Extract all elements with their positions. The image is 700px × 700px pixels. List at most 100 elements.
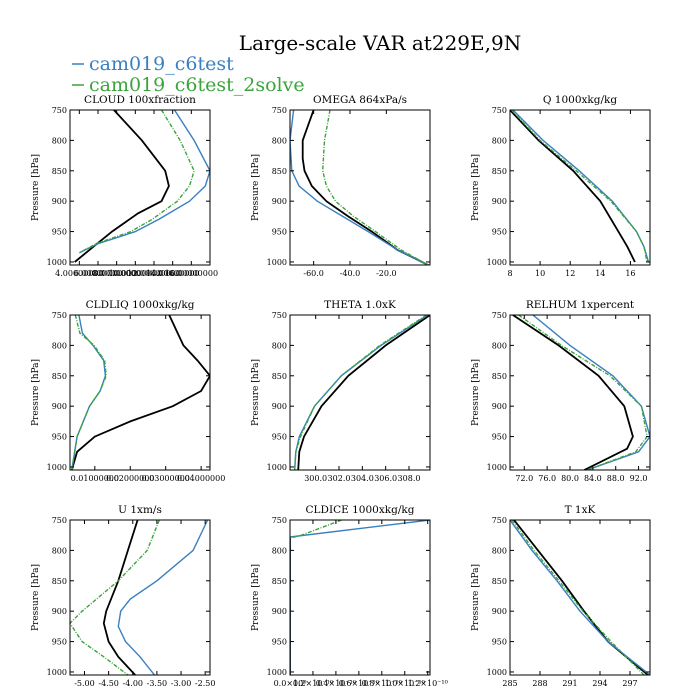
y-tick-label: 750	[52, 311, 67, 320]
series-line-cam019-c6test-2solve	[70, 520, 160, 675]
y-tick-label: 850	[492, 577, 507, 586]
x-tick-label: 0.01000000	[71, 474, 119, 483]
y-tick-label: 950	[492, 228, 507, 237]
panel-cloud: CLOUD 100xfraction Pressure [hPa] 750 800 85…	[31, 94, 218, 278]
panel-title: THETA 1.0xK	[324, 299, 396, 311]
x-tick-label: 10.00000000	[109, 269, 162, 278]
y-tick-label: 750	[52, 106, 67, 115]
x-tick-label: 84.0	[584, 474, 602, 483]
x-tick-label: 0.04000000	[177, 474, 225, 483]
panel-title: CLDICE 1000xkg/kg	[306, 504, 415, 516]
x-tick-label: 80.0	[561, 474, 579, 483]
y-tick-label: 850	[52, 577, 67, 586]
series-line-cam019-c6test	[290, 110, 429, 265]
y-tick-label: 950	[272, 638, 287, 647]
y-axis-label: Pressure [hPa]	[251, 154, 261, 221]
series-line-black	[297, 315, 430, 470]
y-tick-label: 800	[52, 341, 67, 350]
y-tick-label: 750	[272, 516, 287, 525]
x-tick-label: 285	[502, 679, 517, 688]
x-tick-label: 302.0	[328, 474, 351, 483]
y-tick-label: 1000	[47, 463, 67, 472]
y-tick-label: 800	[492, 136, 507, 145]
series-line-black	[301, 110, 429, 265]
x-tick-label: 1.0×10⁻¹⁰	[385, 679, 425, 688]
x-tick-label: 8.00000000	[92, 269, 140, 278]
y-tick-label: 750	[492, 311, 507, 320]
series-line-cam019-c6test-2solve	[294, 315, 427, 470]
y-tick-label: 950	[272, 228, 287, 237]
plot-frame	[69, 314, 211, 471]
x-tick-label: 0.8×10⁻¹⁰	[362, 679, 402, 688]
y-tick-label: 900	[272, 197, 287, 206]
y-tick-label: 900	[272, 607, 287, 616]
y-tick-label: 900	[52, 402, 67, 411]
panel-omega: OMEGA 864xPa/s Pressure [hPa] 750 800 850 900…	[251, 94, 431, 278]
x-tick-label: 297	[622, 679, 637, 688]
y-tick-label: 900	[52, 607, 67, 616]
y-tick-label: 800	[52, 546, 67, 555]
panel-title: Q 1000xkg/kg	[543, 94, 618, 106]
y-axis-label: Pressure [hPa]	[471, 564, 481, 631]
y-tick-label: 1000	[267, 258, 287, 267]
y-tick-label: 750	[272, 311, 287, 320]
series-line-black	[510, 110, 636, 263]
y-tick-label: 900	[492, 402, 507, 411]
y-tick-label: 850	[52, 372, 67, 381]
x-tick-label: -2.50	[195, 679, 216, 688]
y-tick-label: 800	[492, 341, 507, 350]
panel-title: CLOUD 100xfraction	[84, 94, 196, 106]
series-line-cam019-c6test	[532, 315, 650, 470]
panel-cldice: CLDICE 1000xkg/kg Pressure [hPa] 750 800 850…	[251, 504, 448, 688]
series-line-cam019-c6test-2solve	[71, 315, 107, 470]
y-axis-label: Pressure [hPa]	[31, 359, 41, 426]
series-line-black	[102, 520, 139, 675]
series-line-cam019-c6test	[290, 520, 430, 675]
panel-u: U 1xm/s Pressure [hPa] 750 800 850 900 950 1000…	[31, 504, 215, 688]
x-tick-label: -60.0	[303, 269, 324, 278]
legend-label-cam019-c6test: cam019_c6test	[89, 53, 234, 75]
panel-theta: THETA 1.0xK Pressure [hPa] 750 800 850 900 950…	[251, 299, 431, 483]
x-tick-label: 291	[562, 679, 577, 688]
panel-title: T 1xK	[565, 504, 596, 516]
y-tick-label: 750	[52, 516, 67, 525]
series-line-cam019-c6test	[512, 110, 650, 263]
y-tick-label: 800	[272, 546, 287, 555]
y-tick-label: 1000	[487, 258, 507, 267]
x-tick-label: -40.0	[340, 269, 361, 278]
series-line-cam019-c6test-2solve	[321, 110, 429, 265]
panel-title: U 1xm/s	[118, 504, 162, 516]
x-tick-label: 304.0	[351, 474, 374, 483]
x-tick-label: 294	[592, 679, 607, 688]
y-tick-label: 1000	[487, 463, 507, 472]
x-tick-label: 1.2×10⁻¹⁰	[408, 679, 448, 688]
x-tick-label: 0.2×10⁻¹⁰	[293, 679, 333, 688]
series-line-cam019-c6test-2solve	[511, 520, 645, 675]
y-axis-label: Pressure [hPa]	[251, 359, 261, 426]
x-tick-label: -4.50	[98, 679, 119, 688]
y-tick-label: 800	[272, 136, 287, 145]
x-tick-label: 288	[532, 679, 547, 688]
panel-title: CLDLIQ 1000xkg/kg	[86, 299, 195, 311]
panel-t: T 1xK Pressure [hPa] 750 800 850 900 950 1000 28…	[471, 504, 651, 688]
y-tick-label: 1000	[487, 668, 507, 677]
y-tick-label: 900	[492, 607, 507, 616]
x-tick-label: 10	[535, 269, 545, 278]
x-tick-label: -3.00	[171, 679, 192, 688]
y-tick-label: 850	[272, 372, 287, 381]
x-tick-label: -4.00	[123, 679, 144, 688]
y-tick-label: 950	[492, 433, 507, 442]
y-tick-label: 900	[52, 197, 67, 206]
x-tick-label: 0.6×10⁻¹⁰	[339, 679, 379, 688]
x-tick-label: 0.4×10⁻¹⁰	[316, 679, 356, 688]
plot-frame	[289, 314, 431, 471]
x-tick-label: 12	[565, 269, 575, 278]
y-tick-label: 750	[492, 516, 507, 525]
x-tick-label: 6.00000000	[74, 269, 122, 278]
y-tick-label: 850	[272, 577, 287, 586]
x-tick-label: 88.0	[607, 474, 625, 483]
y-tick-label: 1000	[47, 668, 67, 677]
x-tick-label: -5.00	[74, 679, 95, 688]
y-axis-label: Pressure [hPa]	[31, 564, 41, 631]
